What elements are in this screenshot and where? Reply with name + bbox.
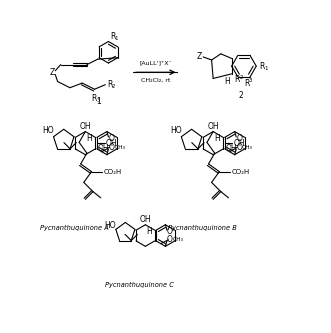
Text: [AuLL']⁺X⁻: [AuLL']⁺X⁻ xyxy=(139,61,172,66)
Text: HO: HO xyxy=(170,126,182,135)
Text: OH: OH xyxy=(140,215,151,224)
Text: 1: 1 xyxy=(96,97,101,106)
Text: 1: 1 xyxy=(115,36,118,41)
Text: OH: OH xyxy=(234,139,246,148)
Text: O: O xyxy=(167,235,173,244)
Text: O: O xyxy=(167,227,173,236)
Text: O: O xyxy=(236,134,242,143)
Text: CH₃: CH₃ xyxy=(173,237,184,242)
Text: R: R xyxy=(110,32,115,41)
Text: HO: HO xyxy=(42,126,54,135)
Text: O: O xyxy=(236,143,242,152)
Text: 3: 3 xyxy=(249,78,252,83)
Text: HO: HO xyxy=(105,221,116,230)
Text: 2: 2 xyxy=(239,91,243,100)
Text: Pycnanthuquinone C: Pycnanthuquinone C xyxy=(105,282,174,288)
Text: CO₂H: CO₂H xyxy=(232,168,250,174)
Text: OH: OH xyxy=(79,122,91,131)
Text: R: R xyxy=(244,79,249,88)
Text: R: R xyxy=(260,62,265,71)
Text: OH: OH xyxy=(98,144,110,153)
Text: R: R xyxy=(107,80,112,89)
Text: H: H xyxy=(146,227,152,236)
Text: R: R xyxy=(235,76,240,85)
Text: R: R xyxy=(91,94,97,103)
Text: O: O xyxy=(109,134,114,143)
Text: Pycnanthuquinone B: Pycnanthuquinone B xyxy=(168,225,237,231)
Text: 1: 1 xyxy=(264,66,267,71)
Text: CH₃: CH₃ xyxy=(242,145,253,150)
Text: H: H xyxy=(224,77,230,86)
Text: OH: OH xyxy=(207,122,219,131)
Text: Z: Z xyxy=(197,52,202,61)
Text: 2: 2 xyxy=(239,75,243,80)
Text: Pycnanthuquinone A: Pycnanthuquinone A xyxy=(40,225,109,231)
Text: H: H xyxy=(86,135,92,144)
Text: Z: Z xyxy=(50,68,55,77)
Text: CO₂H: CO₂H xyxy=(104,168,122,174)
Text: OH: OH xyxy=(106,139,118,148)
Text: O: O xyxy=(109,143,114,152)
Text: OH: OH xyxy=(226,144,237,153)
Text: 3: 3 xyxy=(96,98,100,103)
Text: CH₂Cl₂, rt: CH₂Cl₂, rt xyxy=(141,78,170,83)
Text: H: H xyxy=(214,135,220,144)
Text: CH₃: CH₃ xyxy=(114,145,125,150)
Text: 2: 2 xyxy=(112,85,115,90)
